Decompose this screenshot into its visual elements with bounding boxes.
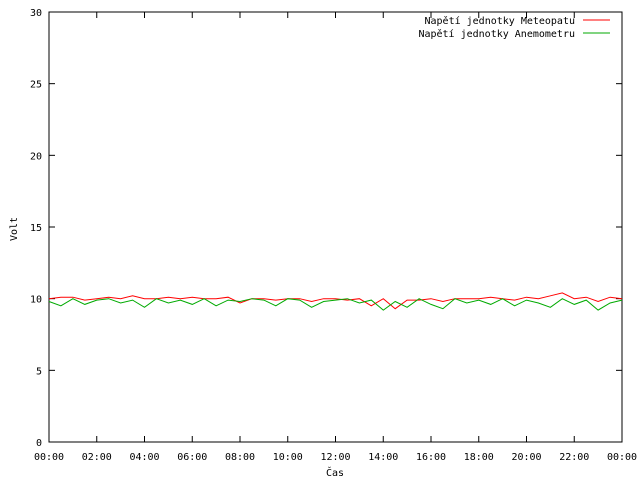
x-tick-label: 20:00	[511, 452, 541, 463]
y-tick-label: 0	[36, 438, 42, 449]
y-tick-label: 15	[30, 223, 42, 234]
x-tick-label: 10:00	[273, 452, 303, 463]
x-tick-label: 08:00	[225, 452, 255, 463]
legend-label-meteopat: Napětí jednotky Meteopatu	[424, 15, 575, 27]
series-line-meteopat	[48, 292, 623, 310]
x-tick-label: 12:00	[320, 452, 350, 463]
x-tick-label: 14:00	[368, 452, 398, 463]
x-tick-label: 16:00	[416, 452, 446, 463]
plot-frame	[48, 11, 623, 443]
legend-label-anemometr: Napětí jednotky Anemometru	[418, 28, 575, 40]
x-tick-label: 06:00	[177, 452, 207, 463]
y-tick-label: 5	[36, 366, 42, 377]
y-tick-label: 25	[30, 80, 42, 91]
x-tick-label: 00:00	[34, 452, 64, 463]
y-axis-label: Volt	[9, 217, 20, 241]
y-tick-label: 30	[30, 8, 42, 19]
x-tick-label: 22:00	[559, 452, 589, 463]
x-tick-label: 18:00	[464, 452, 494, 463]
y-tick-label: 10	[30, 295, 42, 306]
y-tick-label: 20	[30, 151, 42, 162]
legend: Napětí jednotky Meteopatu Napětí jednotk…	[418, 15, 610, 40]
x-axis-label: Čas	[326, 466, 344, 479]
x-tick-label: 04:00	[129, 452, 159, 463]
x-tick-label: 00:00	[607, 452, 637, 463]
x-tick-label: 02:00	[82, 452, 112, 463]
series-line-anemometr	[48, 298, 623, 311]
